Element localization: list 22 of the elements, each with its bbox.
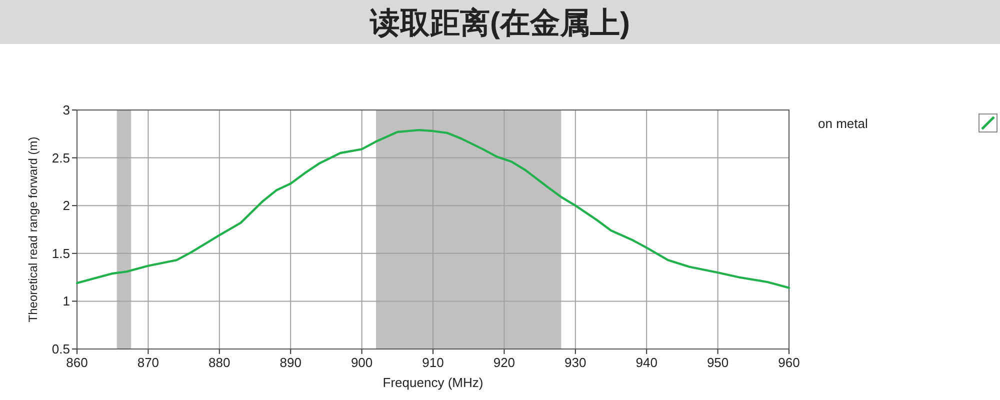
x-tick-label: 950 xyxy=(706,355,729,370)
y-tick-label: 3 xyxy=(62,102,70,118)
line-series xyxy=(76,128,790,289)
x-tick-label: 920 xyxy=(493,355,516,370)
x-tick-label: 960 xyxy=(778,355,800,370)
x-tick-label: 940 xyxy=(636,355,658,370)
y-tick-label: 1 xyxy=(62,294,70,309)
y-tick-label: 2.5 xyxy=(52,150,70,166)
y-tick-label: 0.5 xyxy=(52,342,70,356)
x-axis-title: Frequency (MHz) xyxy=(382,375,484,390)
x-tick-label: 880 xyxy=(208,355,230,370)
chart-title: 读取距离(在金属上) xyxy=(369,6,630,40)
y-tick-label: 2 xyxy=(62,198,70,214)
x-tick-label: 890 xyxy=(280,355,302,370)
x-tick-label: 910 xyxy=(422,355,444,370)
x-tick-label: 860 xyxy=(66,355,88,370)
x-tick-label: 900 xyxy=(350,355,373,370)
x-tick-label: 870 xyxy=(137,355,160,370)
text: on metal xyxy=(818,116,868,131)
y-tick-label: 1.5 xyxy=(52,246,70,261)
y-axis-title: Theoretical read range forward (m) xyxy=(26,136,40,322)
x-tick-label: 930 xyxy=(564,355,586,370)
